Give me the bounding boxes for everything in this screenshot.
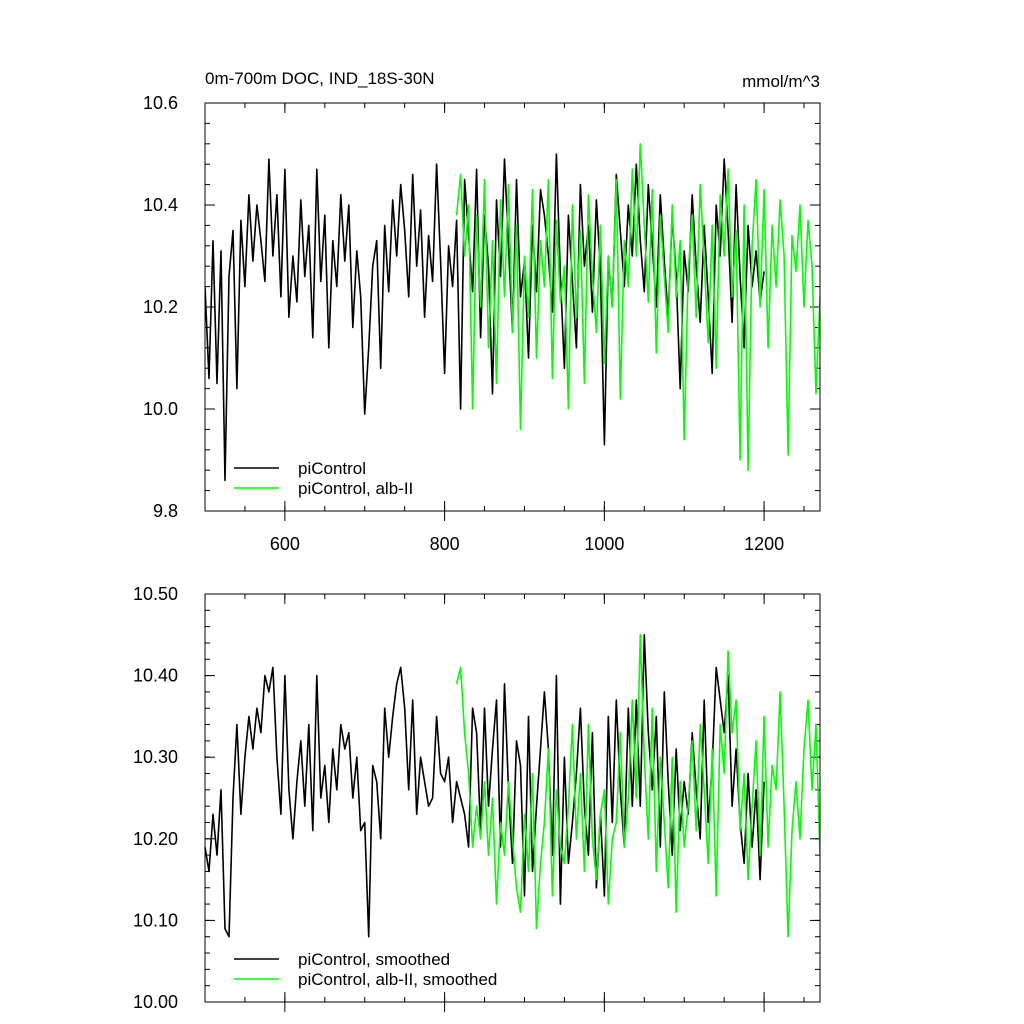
x-tick-label: 600 [270,534,300,554]
y-tick-label: 10.00 [133,992,178,1012]
y-tick-label: 10.10 [133,910,178,930]
top-panel-frame [204,102,821,512]
y-tick-label: 10.2 [143,297,178,317]
y-tick-label: 10.30 [133,747,178,767]
y-tick-label: 10.40 [133,666,178,686]
bottom-panel-frame [204,593,821,1003]
y-tick-label: 9.8 [153,501,178,521]
x-tick-label: 800 [430,534,460,554]
bottom-panel: 10.00 10.10 10.20 10.30 10.40 10.50 piControl… [133,584,821,1012]
legend-label-0: piControl, smoothed [298,950,450,969]
y-tick-label: 10.50 [133,584,178,604]
bottom-panel-plot-area [205,633,820,938]
x-tick-label: 1000 [584,534,624,554]
series-line-0 [205,633,765,938]
bottom-panel-tick-labels: 10.00 10.10 10.20 10.30 10.40 10.50 [133,584,178,1012]
y-tick-label: 10.20 [133,829,178,849]
top-panel-title: 0m-700m DOC, IND_18S-30N [205,69,435,88]
y-tick-label: 10.6 [143,93,178,113]
top-panel-plot-area [205,143,820,482]
y-tick-label: 10.0 [143,399,178,419]
top-panel-tick-labels: 600 800 1000 1200 9.8 10.0 10.2 10.4 10.6 [143,93,784,554]
legend-label-0: piControl [298,459,366,478]
y-tick-label: 10.4 [143,195,178,215]
legend-label-1: piControl, alb-II, smoothed [298,970,497,989]
top-panel-units: mmol/m^3 [742,72,820,91]
x-tick-label: 1200 [744,534,784,554]
series-line-1 [455,143,820,472]
series-line-1 [455,633,820,938]
top-panel: 0m-700m DOC, IND_18S-30N mmol/m^3 600 800… [143,69,821,554]
legend-label-1: piControl, alb-II [298,479,413,498]
